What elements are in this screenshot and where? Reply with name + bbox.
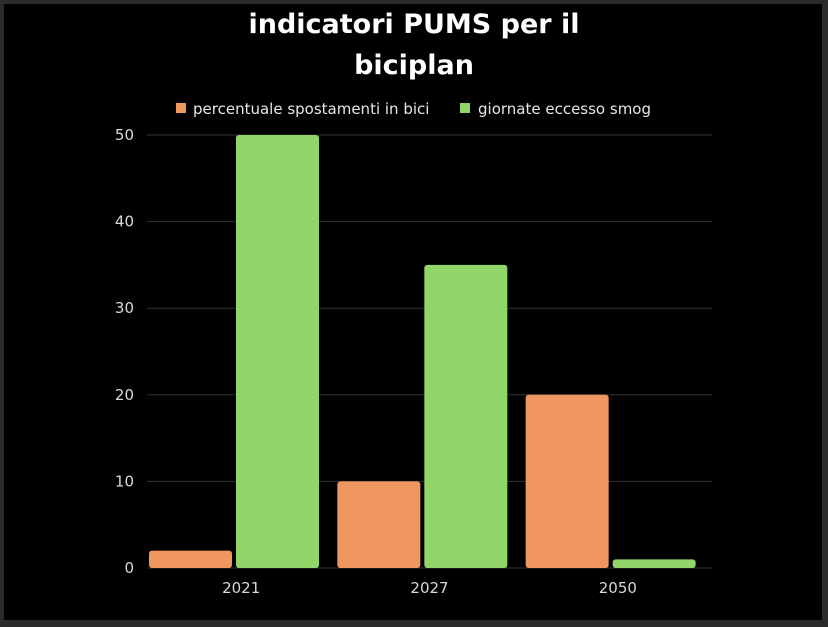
y-axis-ticks: 0 10 20 30 40 50 <box>115 126 134 577</box>
y-tick-label-30: 30 <box>115 299 134 317</box>
legend-label-series-1: percentuale spostamenti in bici <box>193 100 429 118</box>
bar-2027-series-1 <box>337 481 421 568</box>
bar-2021-series-1 <box>149 550 232 568</box>
x-axis-ticks: 2021 2027 2050 <box>222 579 637 597</box>
y-tick-label-40: 40 <box>115 213 134 231</box>
x-tick-label-2050: 2050 <box>599 579 637 597</box>
x-tick-label-2021: 2021 <box>222 579 260 597</box>
bars <box>149 135 696 568</box>
bar-2021-series-2 <box>236 135 319 568</box>
chart-title-line-1: indicatori PUMS per il <box>248 9 579 40</box>
legend-swatch-series-1 <box>176 103 186 113</box>
y-tick-label-50: 50 <box>115 126 134 144</box>
y-tick-label-20: 20 <box>115 386 134 404</box>
chart-title: indicatori PUMS per il biciplan <box>248 9 579 81</box>
bar-2027-series-2 <box>424 264 508 568</box>
chart-title-line-2: biciplan <box>354 50 474 81</box>
x-tick-label-2027: 2027 <box>410 579 448 597</box>
legend-label-series-2: giornate eccesso smog <box>478 100 651 118</box>
bar-2050-series-2 <box>612 559 696 568</box>
y-tick-label-0: 0 <box>124 559 134 577</box>
bar-2050-series-1 <box>525 394 609 568</box>
y-tick-label-10: 10 <box>115 472 134 490</box>
legend-swatch-series-2 <box>460 103 470 113</box>
chart-legend: percentuale spostamenti in bici giornate… <box>176 100 651 118</box>
